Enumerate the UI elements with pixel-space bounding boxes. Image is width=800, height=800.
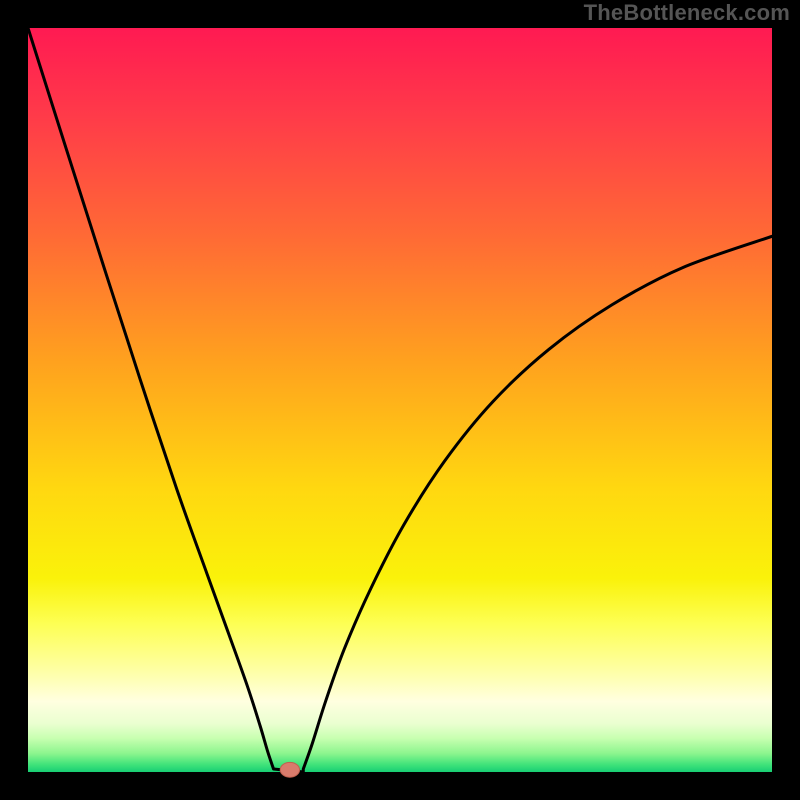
chart-frame: TheBottleneck.com (0, 0, 800, 800)
gradient-background (28, 28, 772, 772)
watermark-text: TheBottleneck.com (584, 0, 790, 26)
optimum-marker (280, 762, 299, 777)
bottleneck-chart (0, 0, 800, 800)
